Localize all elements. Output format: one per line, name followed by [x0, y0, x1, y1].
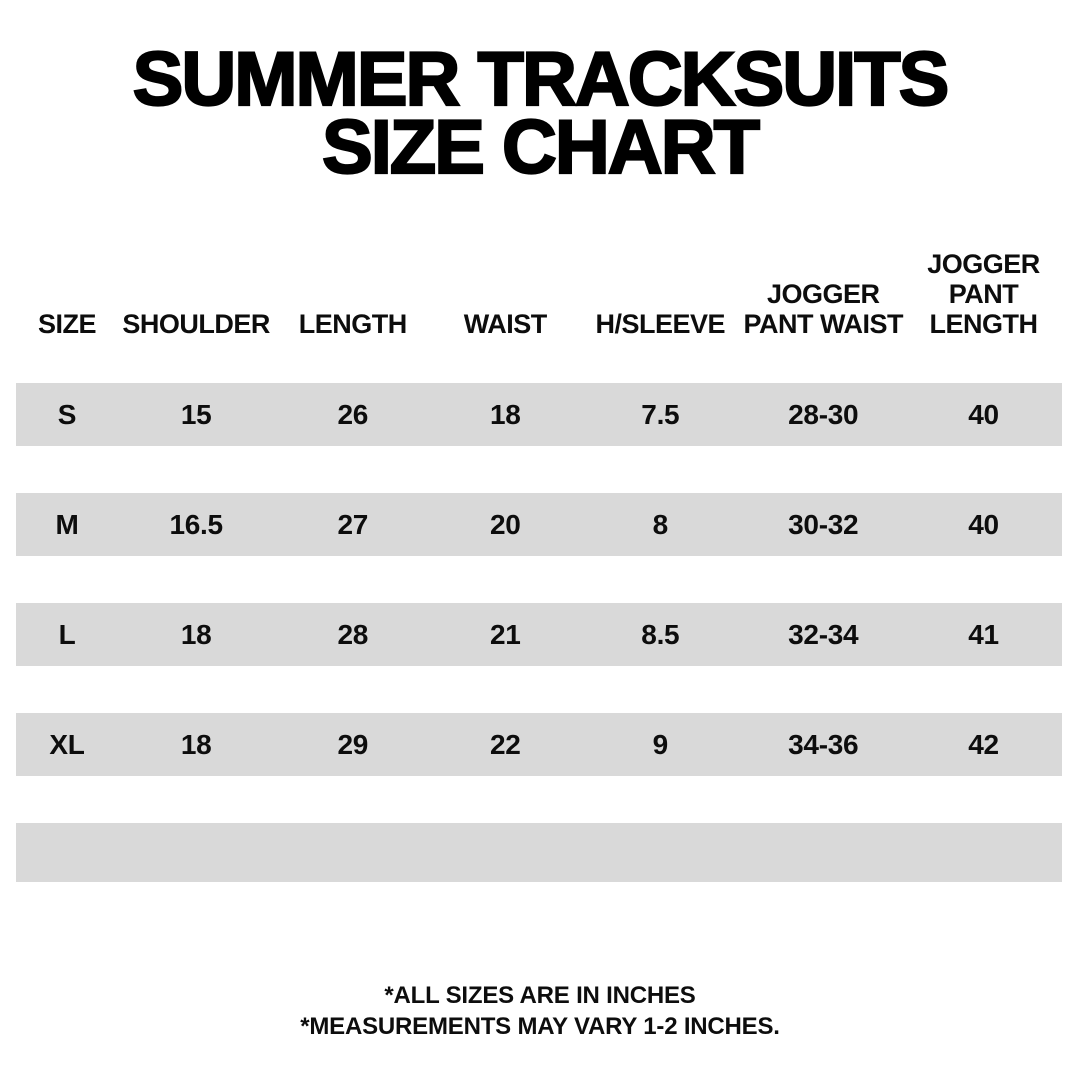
table-row-m: M 16.5 27 20 8 30-32 40 — [16, 493, 1062, 556]
cell-length: 26 — [337, 398, 369, 430]
cell-jogger-pant-waist: 32-34 — [788, 618, 859, 650]
cell-h-sleeve: 8.5 — [641, 618, 680, 650]
cell-h-sleeve: 9 — [652, 728, 669, 760]
cell-size: XL — [49, 728, 85, 760]
cell-waist: 22 — [489, 728, 521, 760]
cell-jogger-pant-length: 41 — [968, 618, 999, 650]
cell-shoulder: 18 — [180, 618, 212, 650]
page-title-line2: SIZE CHART — [321, 105, 761, 190]
cell-length: 28 — [337, 618, 369, 650]
col-header-waist: WAIST — [463, 309, 548, 339]
cell-waist: 20 — [489, 508, 521, 540]
table-row-l: L 18 28 21 8.5 32-34 41 — [16, 603, 1062, 666]
cell-shoulder: 18 — [180, 728, 212, 760]
cell-waist: 21 — [489, 618, 521, 650]
col-header-jogger-pant-waist: JOGGER PANT WAIST — [743, 279, 903, 339]
cell-jogger-pant-waist: 30-32 — [788, 508, 859, 540]
footnotes: *ALL SIZES ARE IN INCHES *MEASUREMENTS M… — [0, 980, 1080, 1042]
page-title-line1: SUMMER TRACKSUITS — [132, 37, 951, 122]
cell-shoulder: 16.5 — [169, 508, 224, 540]
cell-size: L — [58, 618, 76, 650]
footnote-sizes-in-inches: *ALL SIZES ARE IN INCHES — [384, 982, 696, 1009]
cell-jogger-pant-waist: 34-36 — [788, 728, 859, 760]
col-header-jogger-pant-length: JOGGER PANT LENGTH — [927, 249, 1040, 339]
cell-jogger-pant-length: 42 — [968, 728, 999, 760]
table-header-row: SIZE SHOULDER LENGTH WAIST H/SLEEVE JOGG… — [16, 249, 1062, 339]
footnote-measurements-vary: *MEASUREMENTS MAY VARY 1-2 INCHES. — [300, 1013, 780, 1040]
cell-length: 27 — [337, 508, 369, 540]
cell-shoulder: 15 — [180, 398, 212, 430]
cell-size: M — [55, 508, 79, 540]
cell-jogger-pant-length: 40 — [968, 398, 999, 430]
empty-stripe — [16, 823, 1062, 882]
cell-size: S — [57, 398, 77, 430]
table-row-s: S 15 26 18 7.5 28-30 40 — [16, 383, 1062, 446]
cell-jogger-pant-length: 40 — [968, 508, 999, 540]
table-row-xl: XL 18 29 22 9 34-36 42 — [16, 713, 1062, 776]
col-header-h-sleeve: H/SLEEVE — [595, 309, 726, 339]
page-title: SUMMER TRACKSUITS SIZE CHART — [0, 37, 1080, 190]
cell-waist: 18 — [489, 398, 521, 430]
size-table: SIZE SHOULDER LENGTH WAIST H/SLEEVE JOGG… — [16, 249, 1062, 882]
cell-h-sleeve: 8 — [652, 508, 669, 540]
col-header-length: LENGTH — [298, 309, 407, 339]
cell-jogger-pant-waist: 28-30 — [788, 398, 859, 430]
col-header-shoulder: SHOULDER — [122, 309, 270, 339]
cell-h-sleeve: 7.5 — [641, 398, 680, 430]
cell-length: 29 — [337, 728, 369, 760]
col-header-size: SIZE — [37, 309, 97, 339]
